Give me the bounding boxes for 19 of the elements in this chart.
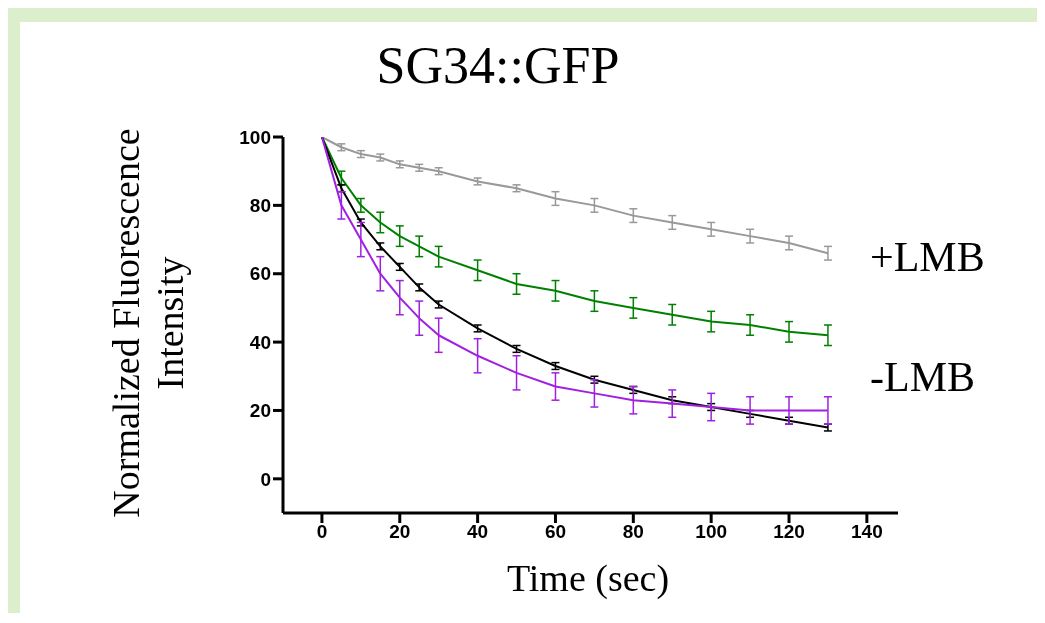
x-tick-label: 120 [773,521,805,543]
x-axis-title: Time (sec) [505,556,671,600]
x-tick-label: 0 [316,521,328,543]
annotation: +LMB [870,233,985,281]
annotation: -LMB [870,353,975,401]
x-tick-label: 100 [695,521,728,543]
x-tick-label: 20 [389,521,411,543]
x-tick-label: 80 [622,521,644,543]
y-axis-title: Normalized Fluorescence Intensity [104,127,192,520]
y-tick-label: 60 [249,263,271,285]
y-tick-label: 100 [239,126,271,148]
chart-title: SG34::GFP [375,36,621,95]
y-tick-label: 20 [249,400,271,422]
y-tick-label: 40 [249,331,271,353]
x-tick-label: 40 [467,521,489,543]
x-tick-label: 60 [544,521,567,543]
x-tick-label: 140 [851,521,883,543]
y-tick-label: 80 [249,195,271,217]
y-tick-label: 0 [260,468,271,490]
